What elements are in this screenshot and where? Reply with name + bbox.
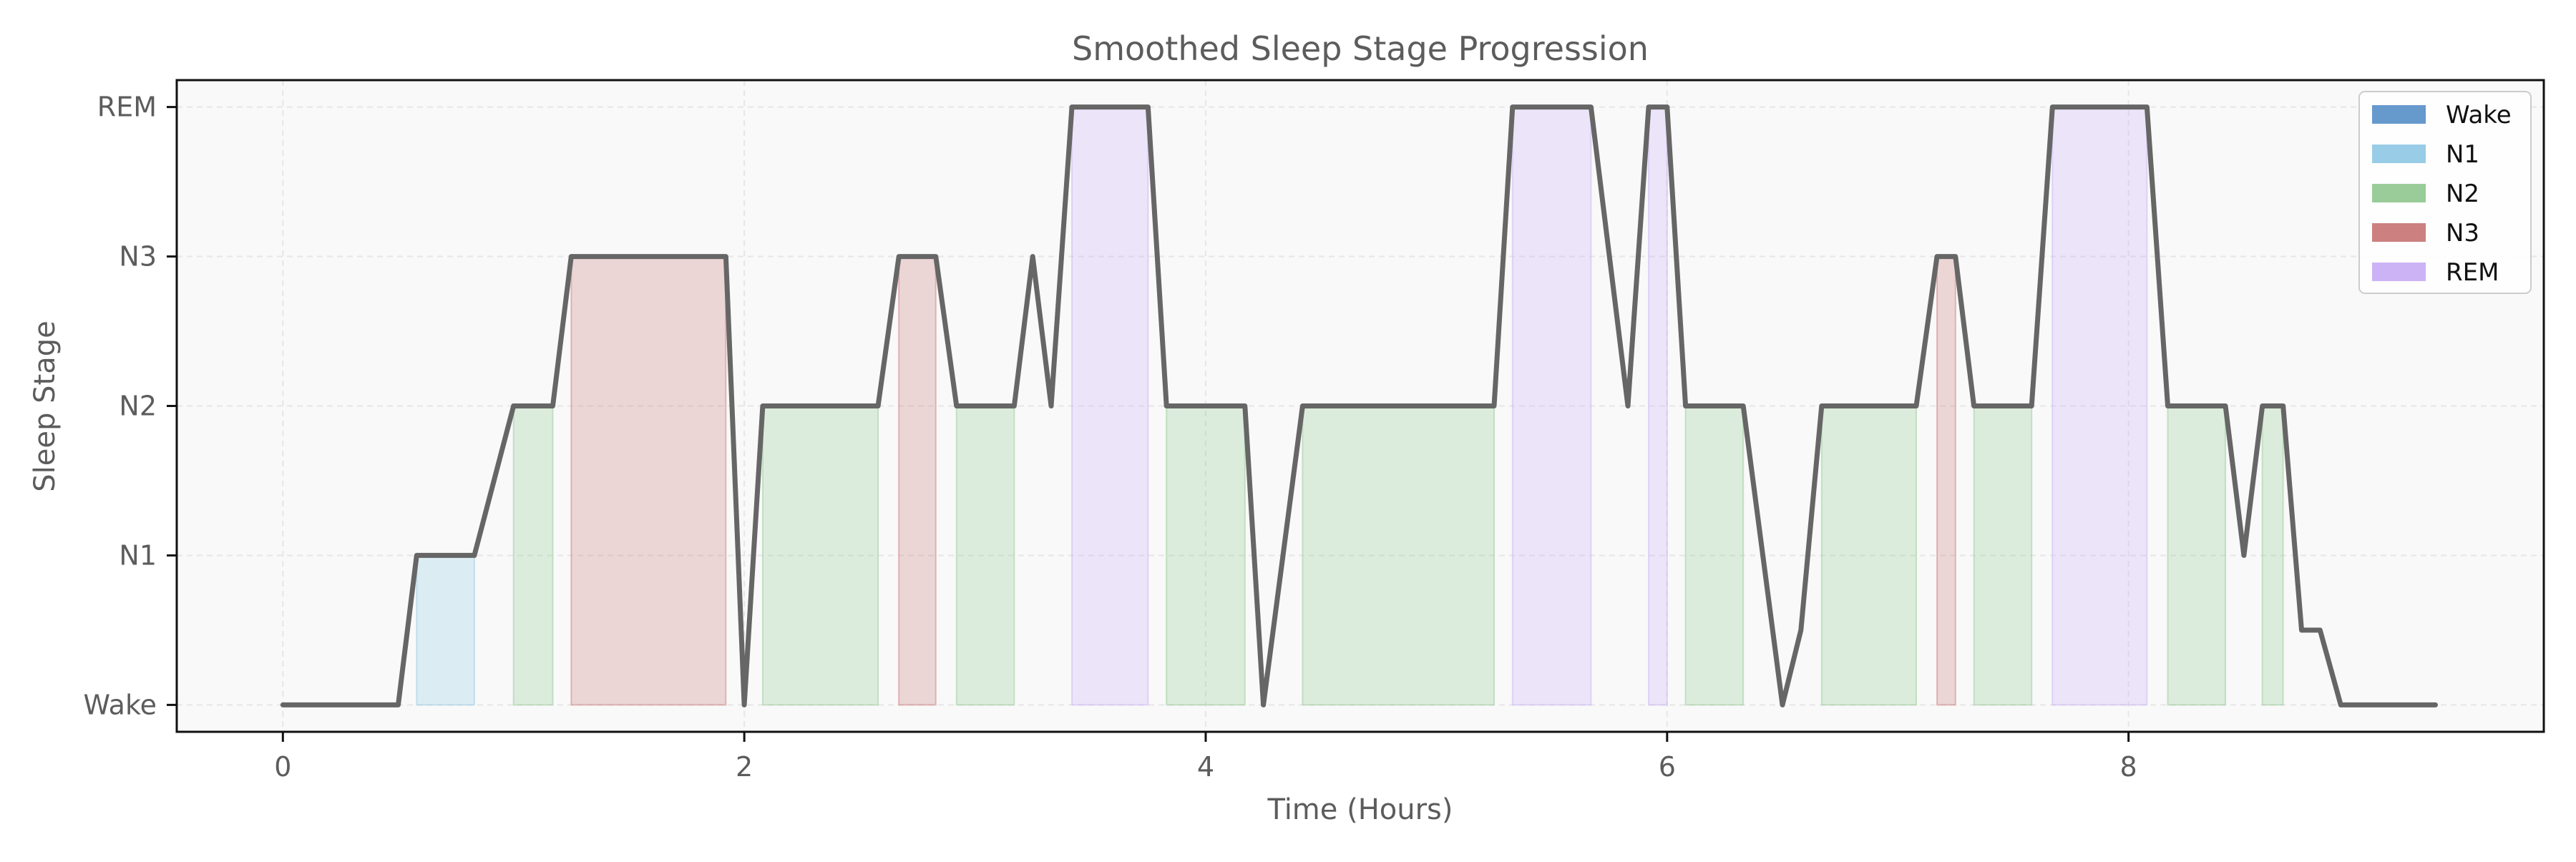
stage-fill-n2	[2261, 405, 2284, 706]
stage-fill-n3	[898, 255, 937, 706]
legend-label-n2: N2	[2446, 180, 2479, 208]
y-tick-label: N1	[119, 539, 157, 571]
stage-fill-n3	[1936, 255, 1956, 706]
y-tick-label: REM	[97, 92, 157, 123]
legend-swatch-rem	[2372, 263, 2426, 281]
stage-fill-n2	[955, 405, 1015, 706]
stage-fill-n2	[2167, 405, 2227, 706]
x-axis-label: Time (Hours)	[1267, 793, 1453, 826]
x-tick-label: 6	[1659, 751, 1676, 783]
stage-fill-rem	[1648, 106, 1668, 706]
stage-fill-n2	[761, 405, 879, 706]
stage-fill-n2	[1166, 405, 1246, 706]
y-axis-label: Sleep Stage	[29, 320, 62, 491]
stage-line	[280, 104, 2438, 707]
stage-line-layer	[280, 104, 2438, 707]
stage-fill-n2	[1820, 405, 1918, 706]
stage-fill-n2	[512, 405, 554, 706]
legend-swatch-n2	[2372, 184, 2426, 202]
x-tick-label: 0	[274, 751, 291, 783]
x-tick-label: 2	[736, 751, 753, 783]
legend-swatch-n1	[2372, 145, 2426, 163]
y-tick-label: N2	[119, 391, 157, 422]
stage-fills	[416, 106, 2284, 706]
legend-label-rem: REM	[2446, 258, 2499, 287]
x-tick-label: 4	[1197, 751, 1214, 783]
stage-fill-rem	[2051, 106, 2148, 706]
legend-label-wake: Wake	[2446, 101, 2512, 129]
y-tick-label: Wake	[84, 689, 157, 720]
x-axis-ticks: 0 2 4 6 8	[274, 732, 2137, 783]
stage-fill-n1	[416, 554, 475, 706]
stage-fill-n2	[1684, 405, 1745, 706]
stage-fill-n3	[570, 255, 727, 706]
legend-label-n1: N1	[2446, 140, 2479, 169]
stage-fill-n2	[1302, 405, 1496, 706]
y-tick-label: N3	[119, 241, 157, 273]
legend-label-n3: N3	[2446, 219, 2479, 248]
legend: Wake N1 N2 N3 REM	[2358, 91, 2532, 294]
chart-title: Smoothed Sleep Stage Progression	[1072, 29, 1649, 68]
stage-fill-rem	[1070, 106, 1149, 706]
legend-swatch-wake	[2372, 105, 2426, 124]
legend-frame	[2358, 91, 2532, 294]
y-axis-ticks: Wake N1 N2 N3 REM	[84, 92, 177, 720]
x-tick-label: 8	[2120, 751, 2137, 783]
stage-fill-n2	[1973, 405, 2033, 706]
legend-swatch-n3	[2372, 223, 2426, 242]
stage-fill-rem	[1511, 106, 1592, 706]
